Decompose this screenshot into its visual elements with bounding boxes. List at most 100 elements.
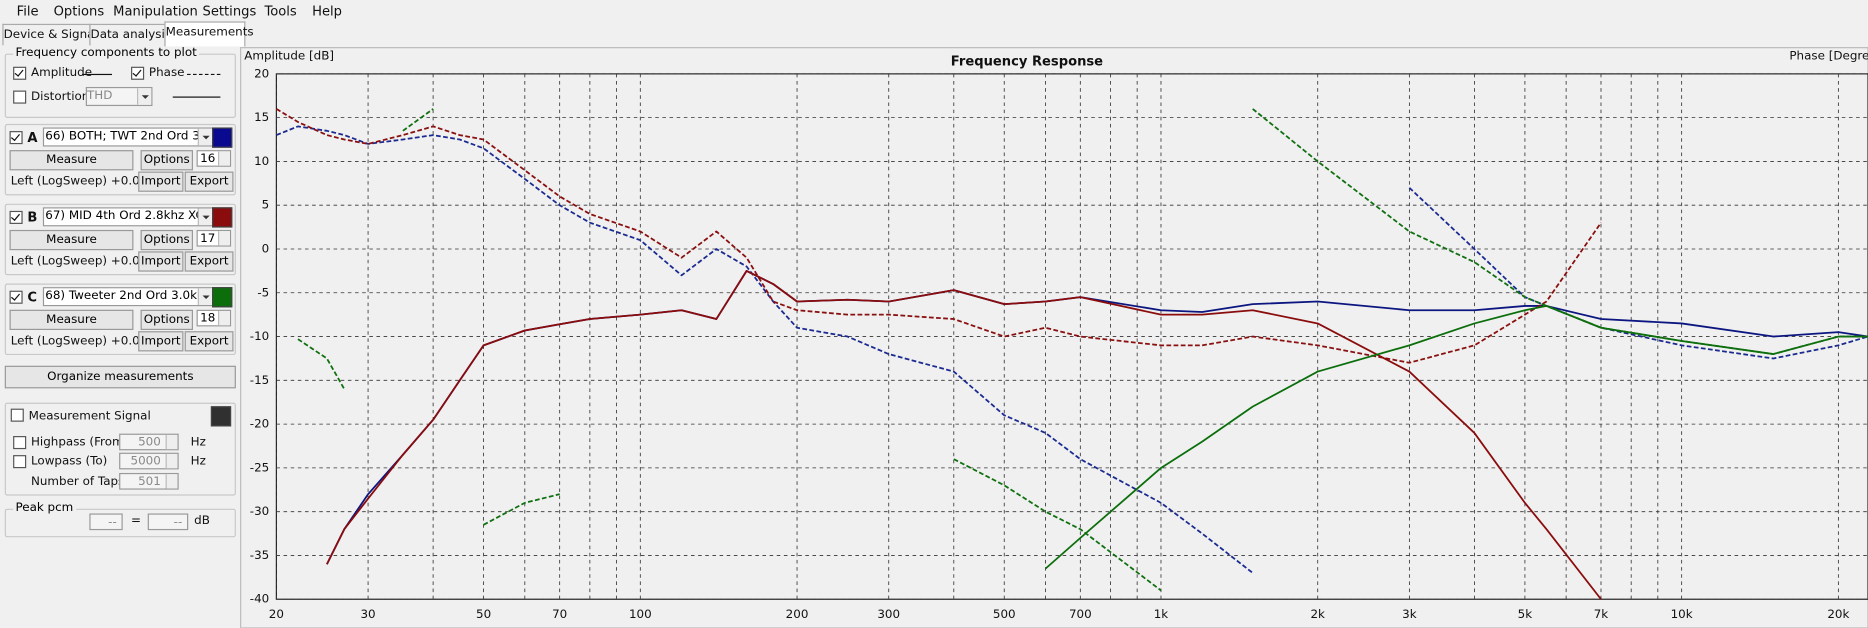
slot-dropdown[interactable]: 68) Tweeter 2nd Ord 3.0khz XO bbox=[42, 287, 214, 307]
y-tick-label: 15 bbox=[254, 110, 269, 124]
channel-label: Left (LogSweep) +0.0dB bbox=[10, 334, 156, 348]
field-value: 18 bbox=[200, 312, 216, 326]
y-tick-label: -25 bbox=[250, 460, 269, 474]
checkbox[interactable] bbox=[13, 90, 27, 104]
x-tick-label: 7k bbox=[1594, 607, 1609, 621]
line-sample bbox=[83, 73, 112, 76]
equals-sign: = bbox=[131, 514, 142, 528]
x-tick-label: 70 bbox=[552, 607, 567, 621]
peak-group bbox=[4, 508, 236, 538]
dropdown-text: 68) Tweeter 2nd Ord 3.0khz XO bbox=[45, 289, 214, 303]
slot-group bbox=[4, 123, 236, 196]
organize-button[interactable]: Organize measurements bbox=[4, 365, 236, 389]
x-tick-label: 2k bbox=[1310, 607, 1325, 621]
measure-button[interactable]: Measure bbox=[9, 309, 134, 330]
y-tick-label: -30 bbox=[250, 504, 269, 518]
menu-item[interactable]: Options bbox=[53, 3, 105, 20]
y-tick-label: 20 bbox=[254, 66, 269, 80]
x-tick-label: 10k bbox=[1671, 607, 1693, 621]
label: Number of Taps bbox=[30, 475, 125, 489]
field-value: 17 bbox=[200, 232, 216, 246]
x-tick-label: 100 bbox=[629, 607, 652, 621]
menu-item[interactable]: File bbox=[16, 3, 39, 20]
y-tick-label: -5 bbox=[257, 285, 269, 299]
menu-item[interactable]: Manipulation bbox=[113, 3, 198, 20]
unit: Hz bbox=[190, 436, 206, 450]
import-button[interactable]: Import bbox=[138, 251, 184, 272]
tab[interactable]: Device & Signal bbox=[2, 23, 98, 46]
color-swatch[interactable] bbox=[212, 287, 233, 308]
options-button[interactable]: Options bbox=[140, 309, 193, 330]
x-tick-label: 700 bbox=[1069, 607, 1092, 621]
spinner bbox=[165, 453, 178, 469]
color-swatch[interactable] bbox=[212, 127, 233, 148]
export-button[interactable]: Export bbox=[184, 171, 234, 192]
field-value: 16 bbox=[200, 152, 216, 166]
checkbox[interactable] bbox=[13, 66, 27, 80]
tab[interactable]: Data analysis bbox=[89, 23, 171, 46]
number-field[interactable]: 501 bbox=[119, 472, 179, 490]
y-tick-label: -20 bbox=[250, 417, 269, 431]
measure-button[interactable]: Measure bbox=[9, 150, 134, 171]
y-tick-label: 0 bbox=[262, 241, 270, 255]
options-button[interactable]: Options bbox=[140, 150, 193, 171]
checkbox[interactable] bbox=[9, 131, 23, 145]
measure-button[interactable]: Measure bbox=[9, 229, 134, 251]
checkbox-label: Phase bbox=[148, 66, 185, 80]
number-field[interactable]: 17 bbox=[196, 229, 232, 247]
number-field[interactable]: 16 bbox=[196, 150, 232, 167]
spinner bbox=[218, 231, 230, 246]
unit: Hz bbox=[190, 455, 206, 469]
color-swatch[interactable] bbox=[212, 207, 233, 228]
menu-item[interactable]: Settings bbox=[202, 3, 257, 20]
label: Lowpass (To) bbox=[30, 455, 108, 469]
color-swatch[interactable] bbox=[210, 406, 232, 427]
menu-item[interactable]: Tools bbox=[264, 3, 297, 20]
dropdown[interactable]: THD bbox=[85, 86, 153, 107]
checkbox[interactable] bbox=[9, 290, 23, 304]
slot-dropdown[interactable]: 66) BOTH; TWT 2nd Ord 3khz bbox=[42, 127, 214, 147]
checkbox-label: Amplitude bbox=[30, 66, 93, 80]
checkbox[interactable] bbox=[13, 436, 27, 450]
slot-letter: C bbox=[27, 289, 38, 305]
group-title: Measurement Signal bbox=[28, 409, 151, 423]
line-sample bbox=[172, 96, 221, 98]
tab-active[interactable]: Measurements bbox=[164, 21, 254, 47]
number-field[interactable]: 5000 bbox=[119, 452, 179, 470]
checkbox[interactable] bbox=[9, 210, 23, 224]
components-group bbox=[4, 53, 236, 118]
y-tick-label: -40 bbox=[250, 592, 269, 606]
group-title: Frequency components to plot bbox=[13, 46, 200, 60]
number-field[interactable]: 500 bbox=[119, 433, 179, 451]
y2-axis-label: Phase [Degrees] bbox=[1789, 48, 1868, 62]
slot-letter: A bbox=[27, 129, 38, 146]
spinner bbox=[218, 151, 230, 166]
signal-group bbox=[4, 402, 236, 496]
dropdown-arrow bbox=[197, 288, 213, 305]
dropdown-arrow bbox=[197, 208, 213, 226]
menu-item[interactable]: Help bbox=[312, 3, 343, 20]
slot-dropdown[interactable]: 67) MID 4th Ord 2.8khz XO FS bbox=[42, 207, 214, 227]
export-button[interactable]: Export bbox=[184, 331, 234, 352]
dropdown-arrow bbox=[197, 128, 213, 146]
slot-letter: B bbox=[27, 209, 38, 226]
checkbox[interactable] bbox=[10, 408, 24, 422]
options-button[interactable]: Options bbox=[140, 229, 193, 251]
dropdown-text: 66) BOTH; TWT 2nd Ord 3khz bbox=[45, 129, 214, 143]
x-tick-label: 1k bbox=[1154, 607, 1169, 621]
channel-label: Left (LogSweep) +0.0dB bbox=[10, 254, 156, 269]
field-value: -- bbox=[173, 515, 183, 529]
number-field[interactable]: 18 bbox=[196, 309, 232, 327]
unit: dB bbox=[194, 514, 210, 528]
import-button[interactable]: Import bbox=[138, 171, 184, 192]
checkbox[interactable] bbox=[131, 66, 145, 80]
import-button[interactable]: Import bbox=[138, 331, 184, 352]
export-button[interactable]: Export bbox=[184, 251, 234, 272]
field-value: 5000 bbox=[130, 455, 161, 469]
x-tick-label: 200 bbox=[786, 607, 809, 621]
checkbox[interactable] bbox=[13, 455, 27, 469]
y-tick-label: -10 bbox=[250, 329, 269, 343]
series-line bbox=[275, 108, 1602, 364]
